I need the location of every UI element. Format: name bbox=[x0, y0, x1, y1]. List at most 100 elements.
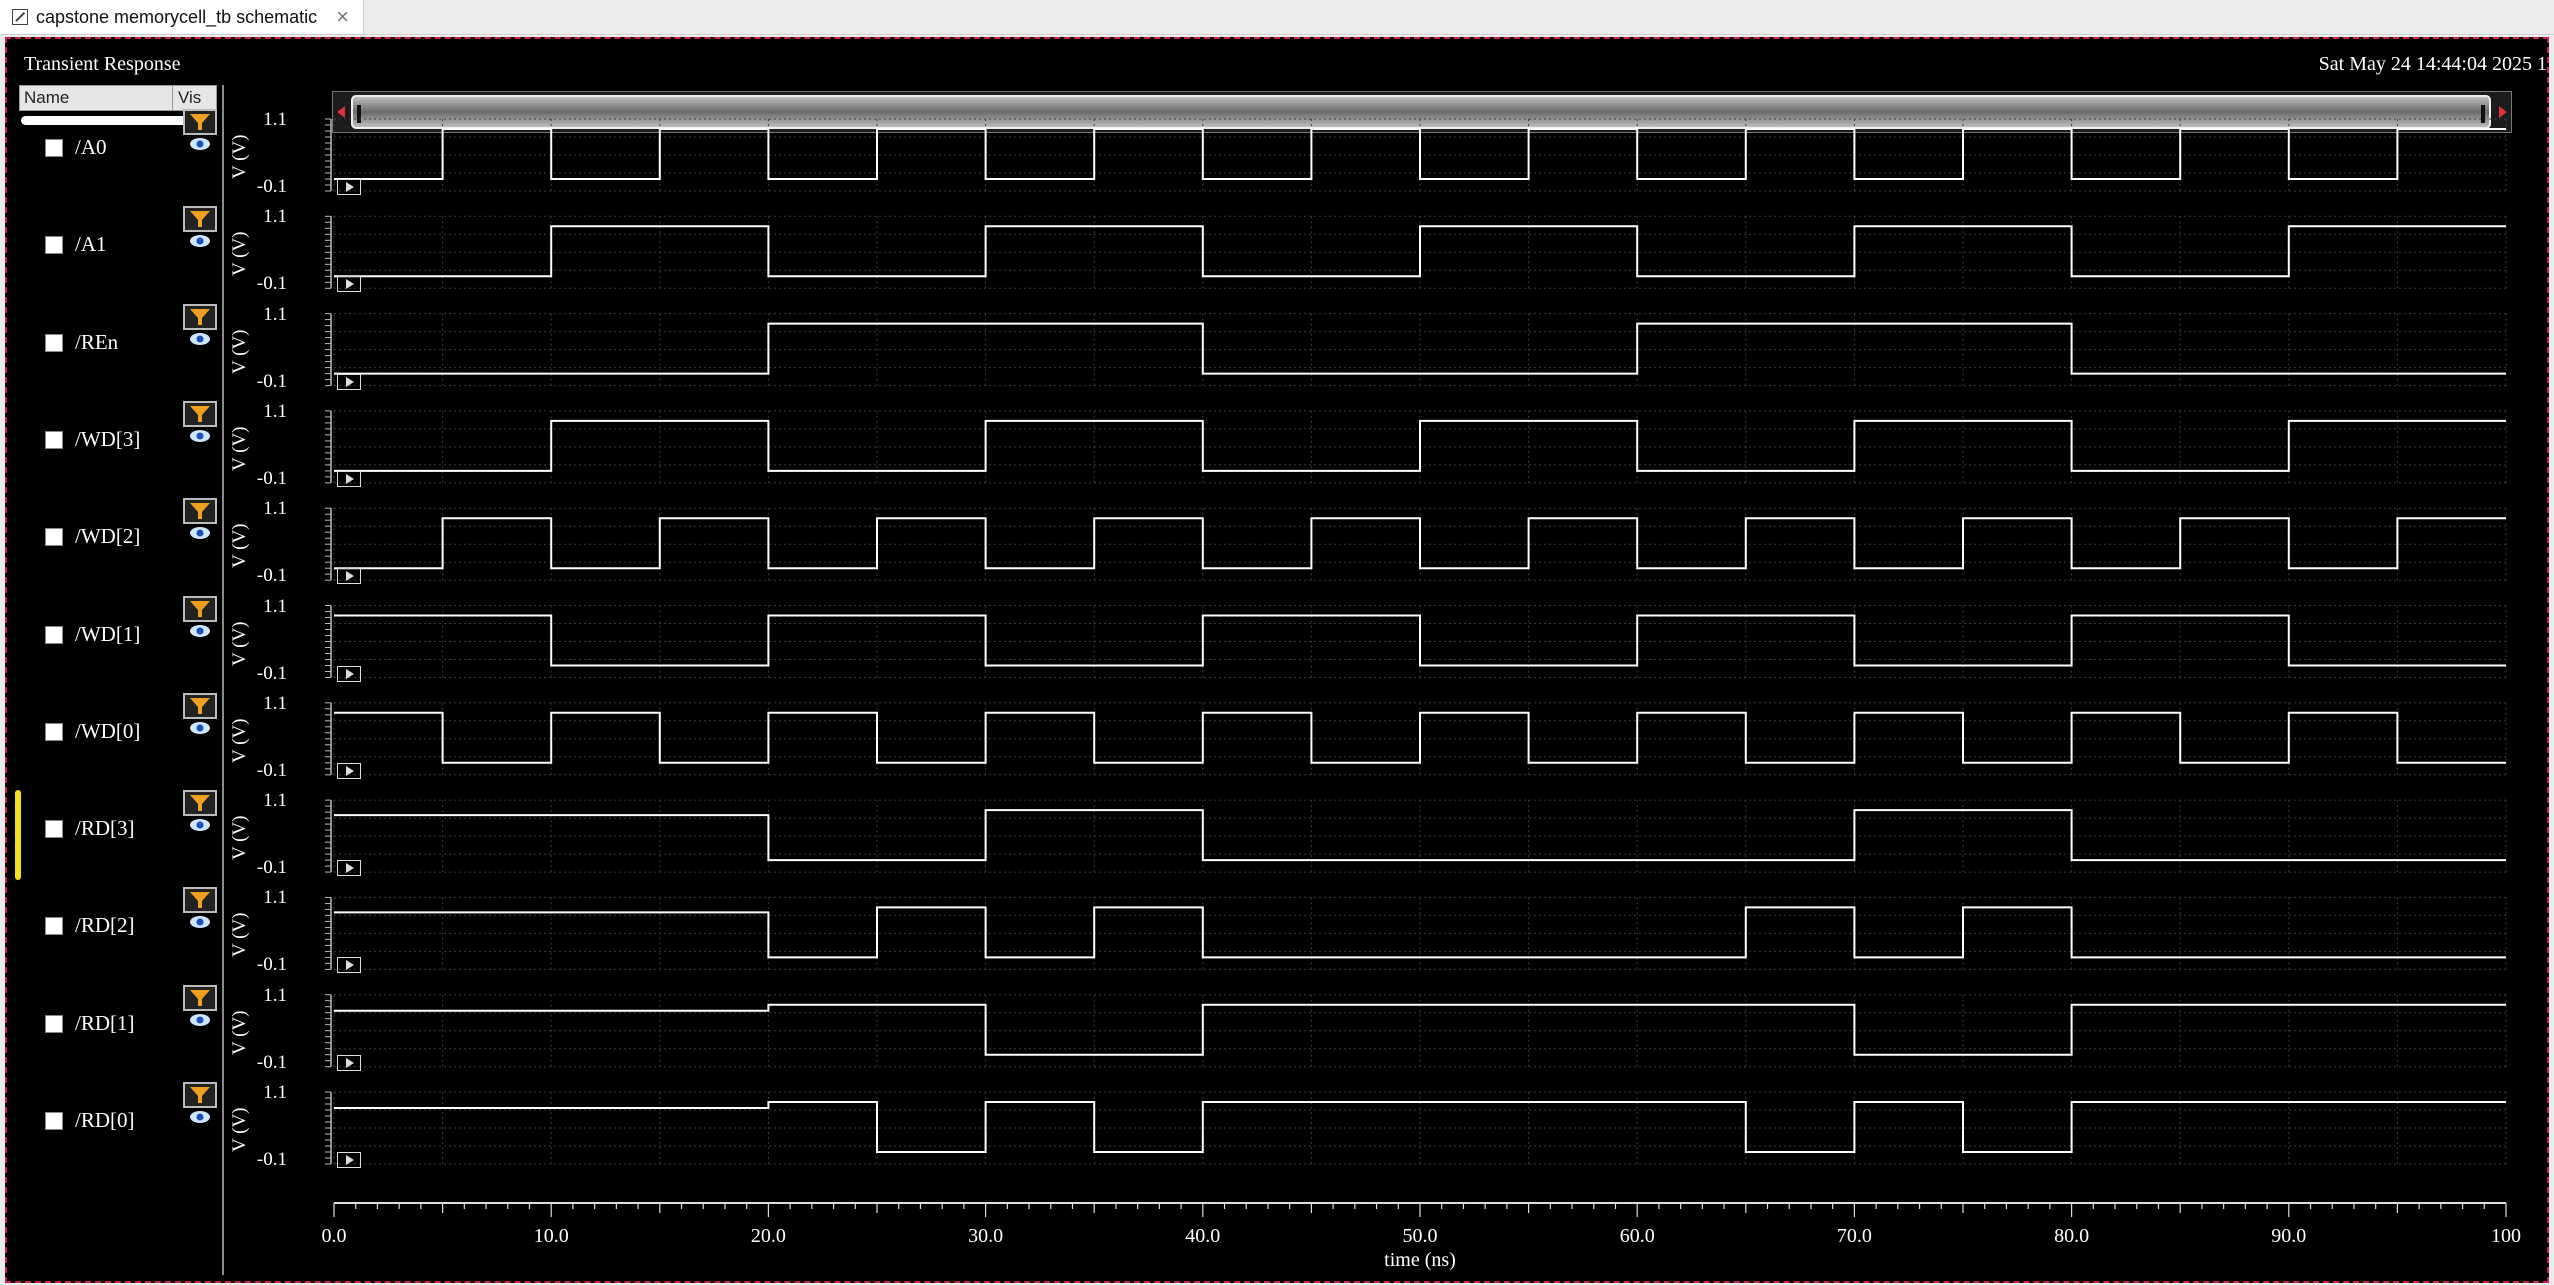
waveform-trace[interactable] bbox=[334, 711, 2506, 764]
play-icon[interactable] bbox=[337, 762, 361, 779]
waveform-trace[interactable] bbox=[334, 419, 2506, 472]
signal-row[interactable]: /RD[0] bbox=[17, 1082, 217, 1189]
eye-icon[interactable] bbox=[189, 1013, 211, 1027]
signal-name[interactable]: /RD[2] bbox=[75, 913, 135, 938]
signal-name[interactable]: /WD[1] bbox=[75, 621, 141, 646]
col-name[interactable]: Name bbox=[24, 88, 70, 107]
filter-icon[interactable] bbox=[183, 1082, 217, 1108]
play-icon[interactable] bbox=[337, 957, 361, 974]
waveform-plot[interactable] bbox=[325, 313, 2507, 387]
waveform-trace[interactable] bbox=[334, 225, 2506, 278]
filter-icon[interactable] bbox=[183, 887, 217, 914]
play-icon[interactable] bbox=[337, 470, 361, 487]
waveform-trace[interactable] bbox=[334, 322, 2506, 375]
filter-icon[interactable] bbox=[183, 400, 217, 427]
signal-name[interactable]: /WD[2] bbox=[75, 524, 141, 549]
signal-name[interactable]: /WD[0] bbox=[75, 718, 141, 743]
waveform-plot[interactable] bbox=[325, 215, 2507, 289]
tab-schematic[interactable]: capstone memorycell_tb schematic × bbox=[0, 0, 364, 34]
waveform-trace[interactable] bbox=[334, 906, 2506, 959]
waveform-trace[interactable] bbox=[334, 1101, 2506, 1153]
play-icon[interactable] bbox=[337, 1152, 361, 1168]
visibility-checkbox[interactable] bbox=[45, 1112, 63, 1130]
signal-row[interactable]: /REn bbox=[17, 303, 217, 411]
play-icon[interactable] bbox=[337, 276, 361, 293]
signal-name[interactable]: /RD[1] bbox=[75, 1010, 135, 1035]
waveform-trace[interactable] bbox=[334, 614, 2506, 667]
signal-row[interactable]: /RD[1] bbox=[17, 984, 217, 1092]
signal-name[interactable]: /A1 bbox=[75, 232, 107, 257]
play-icon[interactable] bbox=[337, 568, 361, 585]
signal-row[interactable]: /A0 bbox=[17, 109, 217, 216]
signal-row[interactable]: /WD[0] bbox=[17, 692, 217, 800]
waveform-trace[interactable] bbox=[334, 809, 2506, 862]
visibility-checkbox[interactable] bbox=[45, 139, 63, 157]
eye-icon[interactable] bbox=[189, 137, 211, 151]
signal-name[interactable]: /REn bbox=[75, 329, 119, 354]
signal-name[interactable]: /A0 bbox=[75, 135, 107, 159]
signal-name[interactable]: /RD[3] bbox=[75, 816, 135, 841]
y-tick-label: -0.1 bbox=[256, 759, 287, 781]
eye-icon[interactable] bbox=[189, 332, 211, 346]
visibility-checkbox[interactable] bbox=[45, 236, 63, 255]
filter-icon[interactable] bbox=[183, 498, 217, 525]
signal-name[interactable]: /WD[3] bbox=[75, 426, 141, 451]
visibility-checkbox[interactable] bbox=[45, 820, 63, 839]
eye-icon[interactable] bbox=[189, 624, 211, 638]
filter-icon[interactable] bbox=[183, 303, 217, 330]
eye-icon[interactable] bbox=[189, 1110, 211, 1124]
waveform-plot[interactable] bbox=[325, 507, 2507, 581]
waveform-trace[interactable] bbox=[334, 128, 2506, 180]
waveform-trace[interactable] bbox=[334, 517, 2506, 570]
filter-icon[interactable] bbox=[183, 692, 217, 719]
left-grip-icon[interactable] bbox=[357, 105, 361, 123]
right-grip-icon[interactable] bbox=[2481, 105, 2485, 123]
signal-row[interactable]: /WD[3] bbox=[17, 400, 217, 508]
eye-icon[interactable] bbox=[189, 721, 211, 735]
visibility-checkbox[interactable] bbox=[45, 917, 63, 936]
scroll-left-icon[interactable] bbox=[337, 106, 345, 118]
signal-row[interactable]: /WD[1] bbox=[17, 595, 217, 703]
waveform-plot[interactable] bbox=[325, 1091, 2507, 1165]
waveform-plot[interactable] bbox=[325, 896, 2507, 970]
filter-icon[interactable] bbox=[183, 109, 217, 135]
visibility-checkbox[interactable] bbox=[45, 333, 63, 352]
signal-name[interactable]: /RD[0] bbox=[75, 1108, 135, 1132]
y-tick-label: 1.1 bbox=[263, 206, 287, 228]
play-icon[interactable] bbox=[337, 1054, 361, 1071]
filter-icon[interactable] bbox=[183, 595, 217, 622]
eye-icon[interactable] bbox=[189, 818, 211, 832]
play-icon[interactable] bbox=[337, 373, 361, 390]
play-icon[interactable] bbox=[337, 665, 361, 682]
signal-row[interactable]: /WD[2] bbox=[17, 498, 217, 605]
signal-row[interactable]: /RD[3] bbox=[15, 790, 217, 897]
waveform-plot[interactable] bbox=[325, 994, 2507, 1068]
filter-icon[interactable] bbox=[183, 790, 217, 817]
waveform-plot[interactable] bbox=[325, 118, 2507, 192]
play-icon[interactable] bbox=[337, 860, 361, 877]
signal-row[interactable]: /A1 bbox=[17, 206, 217, 313]
waveform-plot[interactable] bbox=[325, 702, 2507, 776]
close-icon[interactable]: × bbox=[336, 4, 349, 29]
overview-scrollbar[interactable] bbox=[332, 91, 2512, 133]
scroll-right-icon[interactable] bbox=[2499, 106, 2507, 118]
col-vis[interactable]: Vis bbox=[178, 88, 202, 107]
visibility-checkbox[interactable] bbox=[45, 1014, 63, 1033]
waveform-plot[interactable] bbox=[325, 410, 2507, 484]
visibility-checkbox[interactable] bbox=[45, 430, 63, 449]
eye-icon[interactable] bbox=[189, 915, 211, 929]
waveform-plot[interactable] bbox=[325, 605, 2507, 678]
waveform-plot[interactable] bbox=[325, 799, 2507, 873]
visibility-checkbox[interactable] bbox=[45, 528, 63, 547]
filter-icon[interactable] bbox=[183, 206, 217, 233]
eye-icon[interactable] bbox=[189, 526, 211, 540]
filter-icon[interactable] bbox=[183, 984, 217, 1011]
visibility-checkbox[interactable] bbox=[45, 722, 63, 741]
sidebar-scrollbar[interactable] bbox=[21, 116, 209, 125]
visibility-checkbox[interactable] bbox=[45, 625, 63, 644]
signal-row[interactable]: /RD[2] bbox=[17, 887, 217, 994]
play-icon[interactable] bbox=[337, 179, 361, 195]
eye-icon[interactable] bbox=[189, 234, 211, 248]
waveform-trace[interactable] bbox=[334, 1003, 2506, 1056]
eye-icon[interactable] bbox=[189, 429, 211, 443]
